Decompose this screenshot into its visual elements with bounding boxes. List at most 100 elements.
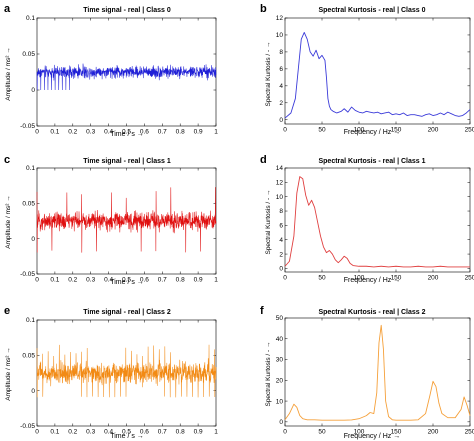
x-tick-label: 0.9 <box>194 129 203 136</box>
y-tick-label: 6 <box>279 66 283 73</box>
x-tick-label: 0 <box>35 277 39 284</box>
x-tick-label: 100 <box>354 127 365 134</box>
y-axis-label: Spectral Kurtosis / - → <box>265 189 272 254</box>
x-axis-label: Time / s → <box>110 131 144 138</box>
signal-trace <box>36 187 217 253</box>
x-tick-label: 0.9 <box>194 277 203 284</box>
spectral-kurtosis-plot: 0 50 100 150 200 250 0 2 4 6 8 10 12 <box>276 15 474 133</box>
y-tick-label: 30 <box>276 357 284 364</box>
y-tick-label: 8 <box>279 49 283 56</box>
panel-letter: b <box>260 3 267 15</box>
x-tick-label: 200 <box>428 429 439 436</box>
y-tick-label: 12 <box>276 15 284 22</box>
y-axis-label: Amplitude / ms² → <box>5 47 12 100</box>
y-tick-label: 8 <box>279 208 283 215</box>
x-tick-label: 100 <box>354 275 365 282</box>
time-signal-plot: 0 0.1 0.2 0.3 0.4 0.5 0.6 0.7 0.8 0.9 1-0.0500.050… <box>20 317 218 435</box>
kurtosis-line <box>284 31 471 119</box>
panel-letter: a <box>4 3 11 15</box>
x-tick-label: 50 <box>318 127 326 134</box>
x-tick-label: 0.4 <box>104 429 113 436</box>
x-tick-label: 0.9 <box>194 429 203 436</box>
y-axis-label: Amplitude / ms² → <box>5 195 12 248</box>
y-tick-label: 0 <box>31 87 35 94</box>
panel-title: Time signal - real | Class 1 <box>83 158 171 165</box>
x-tick-label: 250 <box>465 127 474 134</box>
x-tick-label: 0.1 <box>50 429 59 436</box>
x-tick-label: 0.8 <box>176 429 185 436</box>
kurtosis-line <box>284 176 470 268</box>
panel-d: d Spectral Kurtosis - real | Class 1 Fre… <box>260 154 474 284</box>
signal-trace <box>36 63 217 91</box>
x-tick-label: 50 <box>318 429 326 436</box>
x-tick-label: 0.6 <box>140 129 149 136</box>
signal-trace <box>36 344 217 398</box>
x-tick-label: 0 <box>283 127 287 134</box>
y-tick-label: 0 <box>31 236 35 243</box>
spectral-kurtosis-plot: 0 50 100 150 200 250 0 2 4 6 8 10 12 14 <box>276 165 474 281</box>
x-tick-label: 0.2 <box>68 429 77 436</box>
y-tick-label: 0 <box>279 266 283 273</box>
x-axis-label: Frequency / Hz → <box>344 129 400 136</box>
y-tick-label: 0.1 <box>26 165 35 172</box>
y-tick-label: 40 <box>276 336 284 343</box>
spectral-kurtosis-plot: 0 50 100 150 200 250 0 10 20 30 40 50 <box>276 315 474 435</box>
x-tick-label: 0.2 <box>68 129 77 136</box>
x-tick-label: 0.2 <box>68 277 77 284</box>
x-axis-label: Frequency / Hz → <box>344 433 400 440</box>
y-axis-label: Spectral Kurtosis / - → <box>265 41 272 106</box>
x-tick-label: 0.3 <box>86 429 95 436</box>
panel-c: c Time signal - real | Class 1 Time / s … <box>4 154 218 286</box>
y-tick-label: -0.05 <box>20 423 35 430</box>
y-tick-label: 4 <box>279 237 283 244</box>
x-tick-label: 1 <box>214 277 218 284</box>
x-tick-label: 0.5 <box>122 129 131 136</box>
y-tick-label: 14 <box>276 165 284 172</box>
x-tick-label: 0.7 <box>158 129 167 136</box>
panel-b: b Spectral Kurtosis - real | Class 0 Fre… <box>260 3 474 136</box>
panel-a: a Time signal - real | Class 0 Time / s … <box>4 3 218 138</box>
x-tick-label: 0.6 <box>140 429 149 436</box>
panel-letter: f <box>260 305 264 317</box>
x-tick-label: 0.7 <box>158 277 167 284</box>
y-tick-label: 4 <box>279 83 283 90</box>
panel-title: Spectral Kurtosis - real | Class 1 <box>318 158 425 165</box>
panel-f: f Spectral Kurtosis - real | Class 2 Fre… <box>260 305 474 440</box>
panel-title: Spectral Kurtosis - real | Class 0 <box>318 7 425 14</box>
y-axis-label: Amplitude / ms² → <box>5 347 12 400</box>
y-tick-label: 0.05 <box>22 51 35 58</box>
y-tick-label: 0 <box>279 419 283 426</box>
x-tick-label: 250 <box>465 275 474 282</box>
x-tick-label: 1 <box>214 429 218 436</box>
panel-letter: e <box>4 305 10 317</box>
x-tick-label: 0.7 <box>158 429 167 436</box>
x-tick-label: 0.3 <box>86 277 95 284</box>
y-tick-label: 0.05 <box>22 353 35 360</box>
x-tick-label: 0.1 <box>50 277 59 284</box>
x-axis-label: Frequency / Hz → <box>344 277 400 284</box>
x-tick-label: 100 <box>354 429 365 436</box>
x-tick-label: 250 <box>465 429 474 436</box>
panel-e: e Time signal - real | Class 2 Time / s … <box>4 305 218 440</box>
x-tick-label: 0.5 <box>122 277 131 284</box>
y-tick-label: 10 <box>276 194 284 201</box>
y-tick-label: 2 <box>279 251 283 258</box>
axes-frame <box>284 317 471 427</box>
y-tick-label: 2 <box>279 100 283 107</box>
y-tick-label: 20 <box>276 378 284 385</box>
x-tick-label: 1 <box>214 129 218 136</box>
y-tick-label: 0.1 <box>26 317 35 324</box>
y-axis-label: Spectral Kurtosis / - → <box>265 341 272 406</box>
x-tick-label: 200 <box>428 275 439 282</box>
x-tick-label: 0.4 <box>104 129 113 136</box>
x-tick-label: 0 <box>35 429 39 436</box>
x-tick-label: 0 <box>283 275 287 282</box>
axes-frame <box>284 17 471 125</box>
x-tick-label: 0.6 <box>140 277 149 284</box>
y-tick-label: 10 <box>276 398 284 405</box>
panel-letter: d <box>260 154 267 166</box>
x-tick-label: 0.4 <box>104 277 113 284</box>
x-tick-label: 0.1 <box>50 129 59 136</box>
x-tick-label: 150 <box>391 429 402 436</box>
